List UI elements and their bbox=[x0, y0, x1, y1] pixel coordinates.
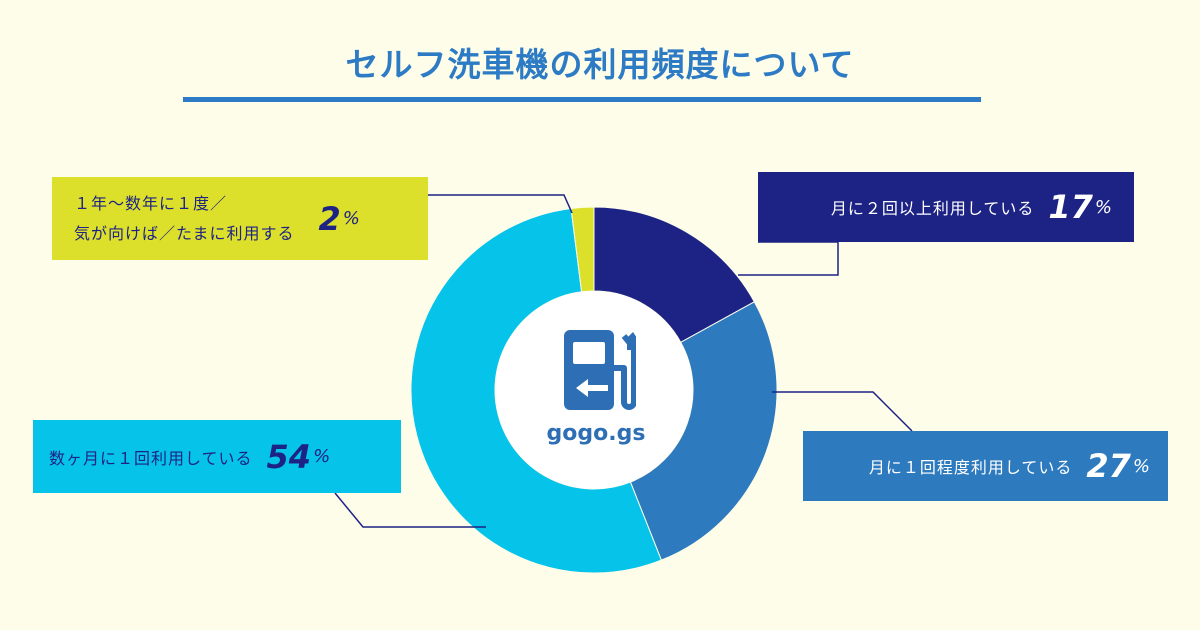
label-unit: % bbox=[1094, 196, 1112, 218]
label-monthly-once: 月に１回程度利用している 27 % bbox=[803, 431, 1168, 501]
gogo-gs-logo: gogo.gs bbox=[536, 318, 656, 448]
label-unit: % bbox=[313, 446, 331, 467]
label-rarely: １年～数年に１度／ 気が向けば／たまに利用する 2 % bbox=[52, 177, 428, 260]
chart-title: セルフ洗車機の利用頻度について bbox=[345, 45, 855, 84]
label-several-months: 数ヶ月に１回利用している 54 % bbox=[33, 420, 401, 493]
leader-line-rare bbox=[428, 194, 573, 214]
label-text: 月に１回程度利用している bbox=[868, 458, 1073, 477]
label-line-1: １年～数年に１度／ bbox=[74, 193, 228, 213]
title-underline bbox=[183, 97, 981, 102]
label-value: 54 bbox=[266, 437, 312, 476]
label-value: 17 bbox=[1048, 188, 1093, 226]
label-text: 数ヶ月に１回利用している bbox=[49, 448, 253, 468]
leader-line-several bbox=[334, 492, 486, 528]
leader-line-monthly1 bbox=[772, 391, 913, 432]
label-line-2: 気が向けば／たまに利用する bbox=[74, 223, 295, 243]
label-value: 27 bbox=[1086, 447, 1131, 485]
label-text: １年～数年に１度／ 気が向けば／たまに利用する bbox=[74, 189, 295, 249]
leader-line-monthly2 bbox=[738, 241, 839, 276]
leader-lines bbox=[334, 194, 913, 528]
logo-text: gogo.gs bbox=[546, 421, 646, 446]
label-text: 月に２回以上利用している bbox=[830, 199, 1035, 218]
label-unit: % bbox=[342, 208, 360, 229]
label-monthly-twice: 月に２回以上利用している 17 % bbox=[758, 172, 1134, 242]
gas-pump-icon bbox=[564, 330, 636, 410]
label-unit: % bbox=[1132, 455, 1150, 477]
label-value: 2 bbox=[318, 199, 341, 238]
